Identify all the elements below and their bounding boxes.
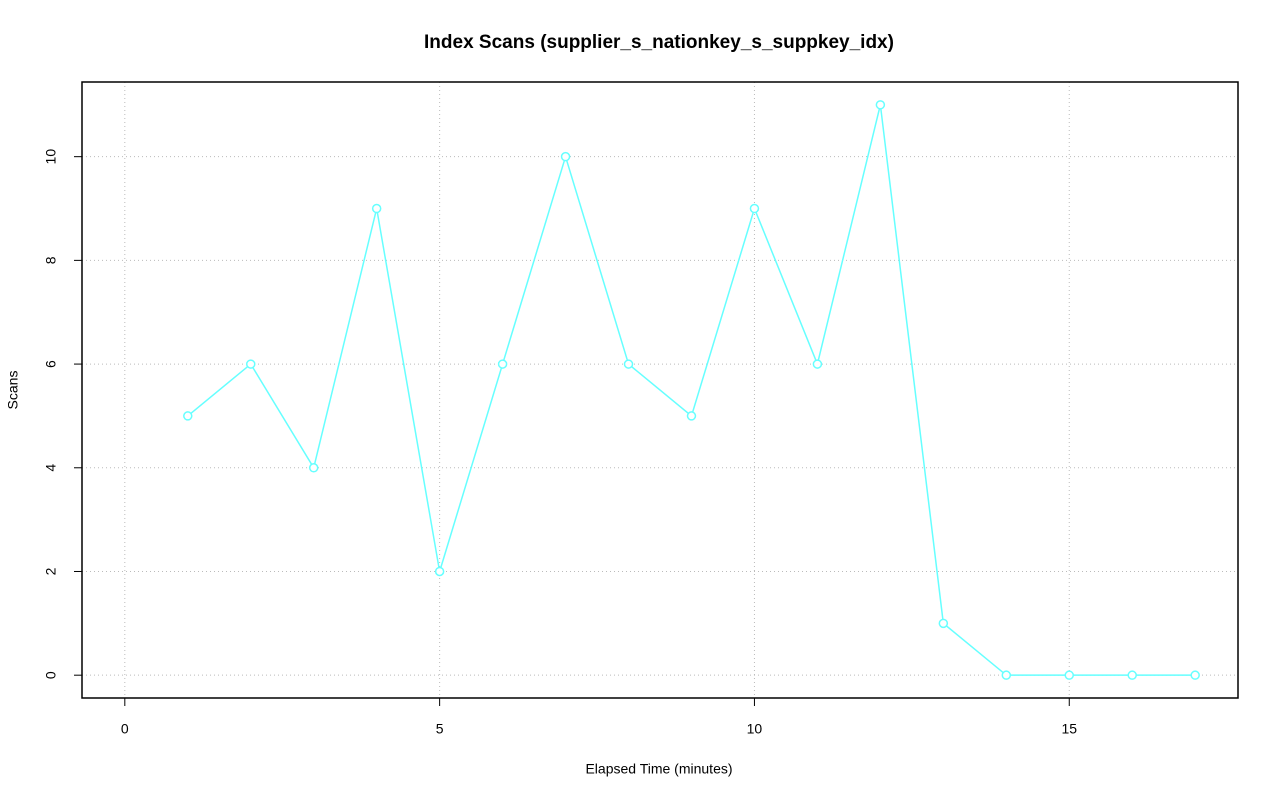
x-tick-label: 10 (747, 721, 763, 737)
data-point (623, 359, 634, 369)
data-point (308, 463, 319, 473)
x-axis-label: Elapsed Time (minutes) (585, 761, 732, 777)
data-point (183, 411, 193, 421)
data-point (686, 411, 697, 421)
y-tick-label: 10 (43, 149, 59, 165)
data-point (497, 359, 508, 369)
data-point (1064, 670, 1075, 680)
y-tick-label: 6 (43, 360, 59, 368)
y-tick-label: 2 (43, 567, 59, 575)
data-point (371, 203, 382, 214)
data-point (560, 151, 571, 162)
data-point (938, 618, 949, 629)
x-tick-label: 0 (121, 721, 129, 737)
data-point (812, 359, 823, 369)
data-point (1001, 670, 1012, 680)
data-point (1127, 670, 1137, 680)
y-tick-label: 0 (43, 671, 59, 679)
y-tick-label: 4 (43, 464, 59, 472)
data-point (875, 100, 886, 110)
plot-frame (81, 81, 1239, 699)
chart-title: Index Scans (supplier_s_nationkey_s_supp… (424, 32, 894, 53)
y-axis-label: Scans (5, 371, 21, 410)
x-tick-label: 15 (1061, 721, 1077, 737)
data-point (749, 203, 760, 214)
x-tick-label: 5 (436, 721, 444, 737)
y-tick-label: 8 (43, 256, 59, 264)
data-point (1190, 670, 1200, 680)
data-point (245, 359, 256, 369)
data-point (434, 566, 445, 577)
series-line (187, 104, 1196, 676)
